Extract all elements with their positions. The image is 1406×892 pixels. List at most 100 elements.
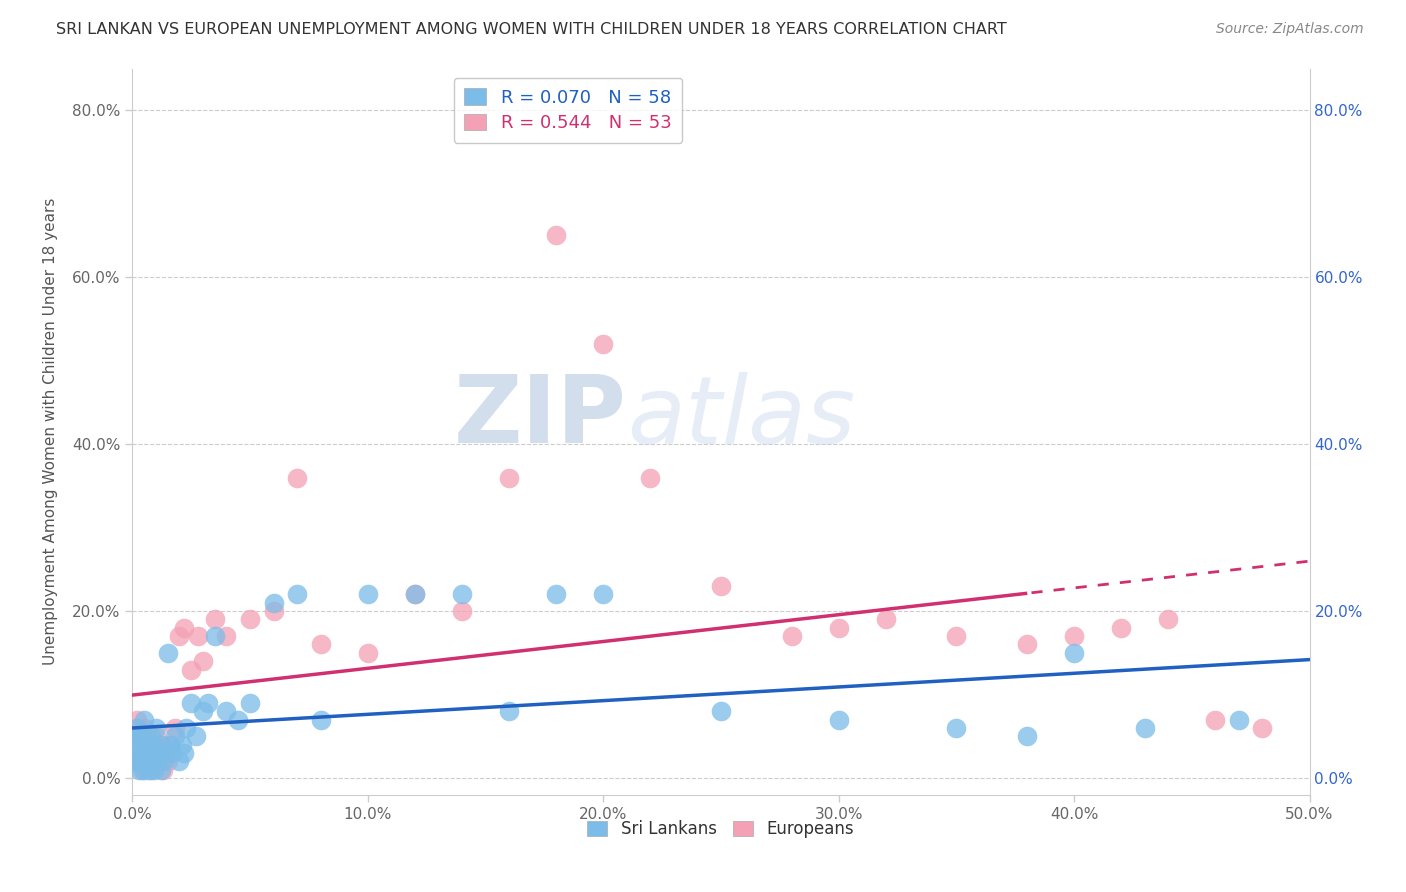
Point <box>155 746 177 760</box>
Point <box>131 763 153 777</box>
Point <box>187 629 209 643</box>
Point <box>138 738 160 752</box>
Point <box>124 721 146 735</box>
Point <box>131 738 153 752</box>
Point <box>592 337 614 351</box>
Point <box>1063 629 1085 643</box>
Point <box>148 754 170 768</box>
Point <box>141 729 163 743</box>
Point <box>156 646 179 660</box>
Point <box>142 763 165 777</box>
Point <box>170 738 193 752</box>
Y-axis label: Unemployment Among Women with Children Under 18 years: Unemployment Among Women with Children U… <box>44 198 58 665</box>
Point <box>132 754 155 768</box>
Point <box>128 754 150 768</box>
Point <box>827 621 849 635</box>
Text: ZIP: ZIP <box>454 371 627 463</box>
Point <box>498 704 520 718</box>
Point <box>132 713 155 727</box>
Point <box>159 738 181 752</box>
Point <box>1015 637 1038 651</box>
Point <box>827 713 849 727</box>
Point <box>132 721 155 735</box>
Point <box>141 754 163 768</box>
Point <box>152 763 174 777</box>
Point <box>145 729 167 743</box>
Point <box>159 738 181 752</box>
Point <box>180 663 202 677</box>
Point <box>239 696 262 710</box>
Point <box>142 738 165 752</box>
Point <box>169 629 191 643</box>
Point <box>138 763 160 777</box>
Point <box>309 637 332 651</box>
Point <box>155 746 177 760</box>
Point <box>263 596 285 610</box>
Point <box>125 721 148 735</box>
Point <box>125 746 148 760</box>
Point <box>135 754 157 768</box>
Point <box>1063 646 1085 660</box>
Point <box>163 729 186 743</box>
Point <box>451 587 474 601</box>
Point <box>710 704 733 718</box>
Point <box>546 587 568 601</box>
Point <box>204 629 226 643</box>
Point <box>309 713 332 727</box>
Point <box>128 763 150 777</box>
Point <box>138 746 160 760</box>
Text: SRI LANKAN VS EUROPEAN UNEMPLOYMENT AMONG WOMEN WITH CHILDREN UNDER 18 YEARS COR: SRI LANKAN VS EUROPEAN UNEMPLOYMENT AMON… <box>56 22 1007 37</box>
Point <box>1109 621 1132 635</box>
Point <box>132 746 155 760</box>
Point <box>148 746 170 760</box>
Point <box>215 704 238 718</box>
Point <box>173 746 195 760</box>
Point <box>1157 612 1180 626</box>
Point <box>215 629 238 643</box>
Point <box>145 721 167 735</box>
Text: atlas: atlas <box>627 372 855 463</box>
Point <box>184 729 207 743</box>
Point <box>142 746 165 760</box>
Point <box>152 754 174 768</box>
Point <box>128 729 150 743</box>
Point <box>640 470 662 484</box>
Point <box>1204 713 1226 727</box>
Point <box>546 228 568 243</box>
Point <box>135 746 157 760</box>
Legend: Sri Lankans, Europeans: Sri Lankans, Europeans <box>581 814 860 845</box>
Point <box>191 704 214 718</box>
Point <box>145 754 167 768</box>
Point <box>710 579 733 593</box>
Point <box>285 470 308 484</box>
Point <box>1251 721 1274 735</box>
Point <box>173 621 195 635</box>
Point <box>498 470 520 484</box>
Point <box>149 738 172 752</box>
Point <box>204 612 226 626</box>
Point <box>124 754 146 768</box>
Point <box>451 604 474 618</box>
Point <box>141 763 163 777</box>
Point <box>197 696 219 710</box>
Point <box>780 629 803 643</box>
Point <box>169 754 191 768</box>
Point <box>125 713 148 727</box>
Point <box>135 729 157 743</box>
Point <box>163 721 186 735</box>
Point <box>162 746 184 760</box>
Point <box>124 738 146 752</box>
Point <box>180 696 202 710</box>
Point <box>239 612 262 626</box>
Point <box>357 587 380 601</box>
Point <box>176 721 198 735</box>
Point <box>592 587 614 601</box>
Point <box>945 721 967 735</box>
Point <box>191 654 214 668</box>
Point <box>1227 713 1250 727</box>
Point <box>945 629 967 643</box>
Point <box>285 587 308 601</box>
Point <box>131 729 153 743</box>
Point <box>132 763 155 777</box>
Point <box>156 754 179 768</box>
